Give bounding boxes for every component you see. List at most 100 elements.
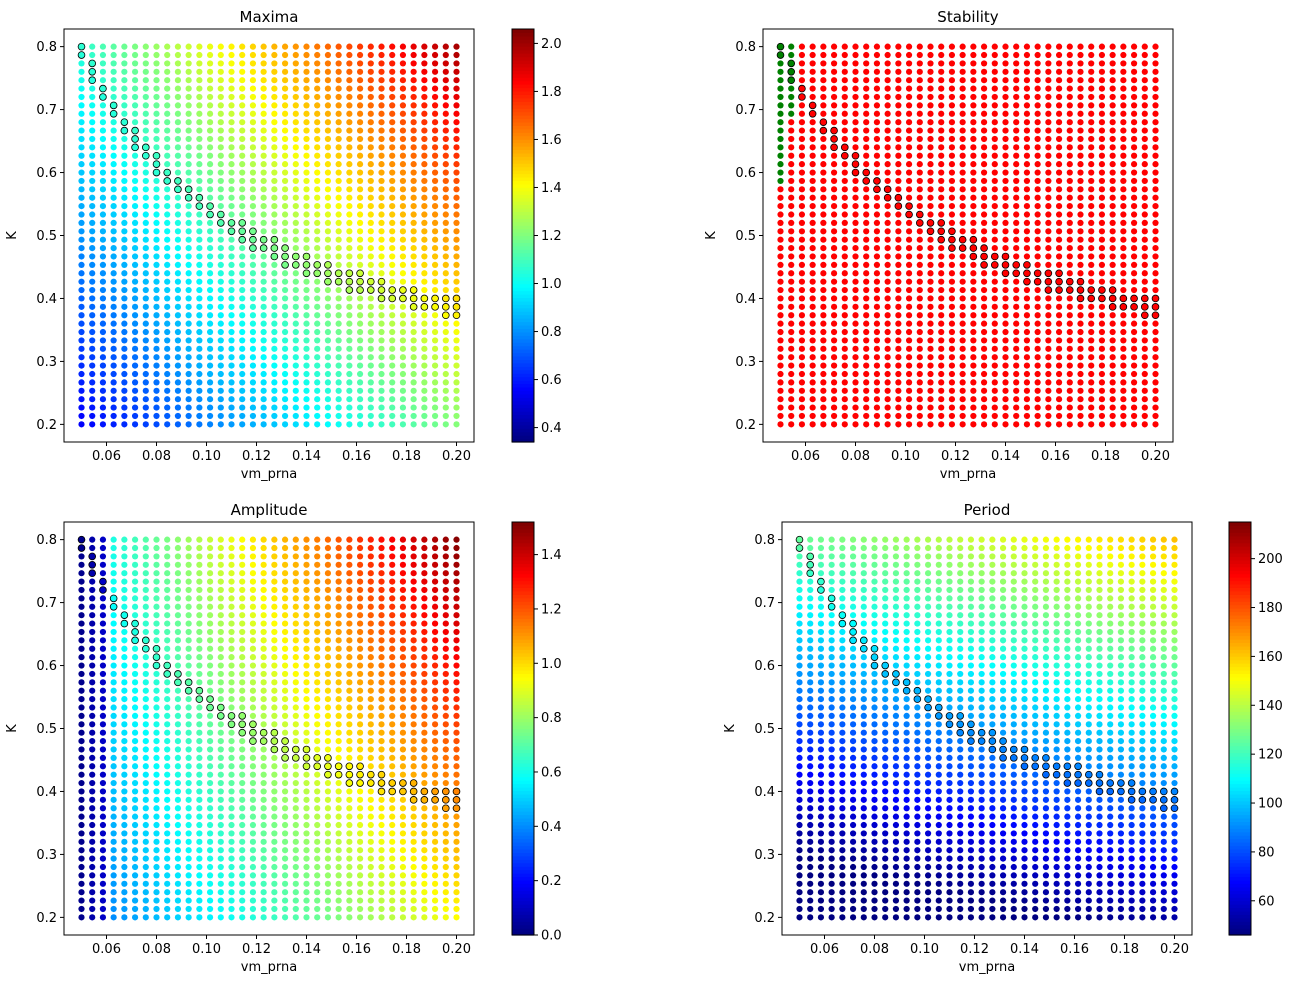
data-point bbox=[99, 553, 107, 560]
data-point bbox=[863, 127, 870, 134]
data-point bbox=[389, 544, 396, 552]
data-point bbox=[228, 345, 235, 352]
data-point bbox=[399, 328, 407, 336]
data-point bbox=[905, 312, 913, 319]
data-point bbox=[916, 244, 923, 252]
data-point bbox=[410, 320, 417, 327]
data-point bbox=[131, 328, 139, 336]
data-point bbox=[809, 119, 816, 126]
data-point bbox=[916, 93, 923, 101]
data-point bbox=[153, 345, 160, 352]
data-point bbox=[110, 729, 117, 736]
data-point bbox=[852, 127, 859, 134]
data-point bbox=[271, 177, 278, 185]
data-point bbox=[378, 194, 385, 201]
highlighted-point bbox=[152, 644, 161, 653]
data-point bbox=[863, 303, 870, 310]
data-point bbox=[1077, 404, 1084, 411]
data-point bbox=[1098, 68, 1106, 75]
data-point bbox=[78, 186, 85, 193]
data-point bbox=[292, 612, 299, 619]
data-point bbox=[991, 244, 998, 252]
data-point bbox=[271, 687, 278, 694]
data-point bbox=[410, 278, 417, 285]
data-point bbox=[895, 127, 902, 134]
data-point bbox=[1066, 404, 1073, 411]
data-point bbox=[367, 889, 374, 896]
data-point bbox=[131, 603, 139, 610]
data-point bbox=[389, 704, 396, 711]
data-point bbox=[196, 51, 203, 59]
data-point bbox=[99, 219, 107, 227]
data-point bbox=[164, 620, 171, 627]
data-point bbox=[852, 228, 859, 235]
data-point bbox=[303, 194, 310, 201]
data-point bbox=[217, 177, 224, 185]
data-point bbox=[281, 796, 289, 803]
data-point bbox=[873, 362, 881, 369]
data-point bbox=[131, 687, 139, 694]
colorbar-segment bbox=[512, 101, 534, 106]
data-point bbox=[873, 244, 881, 252]
data-point bbox=[788, 169, 795, 176]
data-point bbox=[389, 586, 396, 594]
highlighted-point bbox=[1108, 294, 1117, 303]
x-tick-label: 0.18 bbox=[392, 449, 421, 464]
data-point bbox=[1034, 312, 1041, 319]
data-point bbox=[916, 51, 923, 59]
data-point bbox=[820, 354, 827, 361]
data-point bbox=[1152, 169, 1159, 176]
data-point bbox=[948, 412, 956, 420]
data-point bbox=[292, 421, 299, 428]
data-point bbox=[271, 670, 278, 678]
data-point bbox=[185, 43, 192, 50]
data-point bbox=[798, 169, 806, 176]
data-point bbox=[841, 68, 848, 75]
data-point bbox=[314, 880, 321, 887]
data-point bbox=[356, 236, 364, 243]
data-point bbox=[110, 312, 117, 319]
highlighted-point bbox=[77, 535, 86, 544]
data-point bbox=[314, 119, 321, 126]
highlighted-point bbox=[281, 737, 289, 745]
data-point bbox=[346, 586, 353, 594]
data-point bbox=[938, 51, 945, 59]
data-point bbox=[260, 60, 267, 67]
data-point bbox=[131, 110, 139, 117]
data-point bbox=[121, 60, 128, 67]
data-point bbox=[959, 186, 966, 193]
data-point bbox=[271, 838, 278, 845]
data-point bbox=[863, 261, 870, 268]
data-point bbox=[281, 186, 289, 193]
highlighted-point bbox=[152, 160, 161, 168]
data-point bbox=[78, 211, 85, 218]
data-point bbox=[335, 244, 342, 252]
data-point bbox=[1152, 253, 1159, 260]
data-point bbox=[788, 345, 795, 352]
colorbar-segment bbox=[512, 94, 534, 99]
data-point bbox=[916, 228, 923, 235]
data-point bbox=[852, 412, 859, 420]
data-point bbox=[228, 612, 235, 619]
data-point bbox=[260, 595, 267, 602]
data-point bbox=[453, 270, 460, 277]
data-point bbox=[196, 872, 203, 879]
data-point bbox=[1066, 93, 1073, 101]
colorbar-segment bbox=[512, 201, 534, 206]
data-point bbox=[798, 362, 806, 369]
data-point bbox=[399, 620, 407, 627]
data-point bbox=[142, 337, 149, 344]
data-point bbox=[281, 586, 289, 594]
data-point bbox=[852, 219, 859, 227]
data-point bbox=[110, 813, 117, 820]
data-point bbox=[431, 286, 439, 294]
data-point bbox=[164, 312, 171, 319]
data-point bbox=[389, 186, 396, 193]
data-point bbox=[927, 362, 934, 369]
data-point bbox=[346, 737, 353, 745]
data-point bbox=[260, 662, 267, 669]
data-point bbox=[185, 847, 192, 854]
data-point bbox=[78, 670, 85, 678]
data-point bbox=[1152, 421, 1159, 428]
data-point bbox=[884, 270, 891, 277]
